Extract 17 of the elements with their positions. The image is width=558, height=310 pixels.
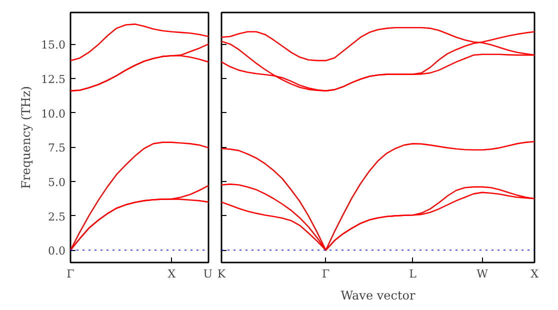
y-tick-label: 12.5 [41, 72, 66, 86]
x-tick-label: X [530, 268, 539, 280]
x-tick-label: X [168, 268, 176, 280]
x-tick-label: Γ [66, 268, 75, 280]
y-axis-title: Frequency (THz) [19, 86, 34, 189]
y-tick-label: 15.0 [41, 38, 66, 52]
x-tick-label: U [203, 268, 213, 280]
y-tick-label: 2.5 [48, 210, 66, 224]
y-tick-label: 7.5 [48, 142, 66, 155]
x-tick-label: K [217, 268, 226, 280]
y-tick-label: 0.0 [48, 244, 66, 258]
x-tick-label: L [409, 268, 418, 280]
x-tick-label: Γ [322, 268, 330, 280]
x-tick-label: W [476, 268, 489, 280]
x-axis-title: Wave vector [340, 288, 416, 302]
y-tick-label: 5.0 [48, 176, 66, 189]
y-tick-label: 10.0 [41, 107, 66, 120]
